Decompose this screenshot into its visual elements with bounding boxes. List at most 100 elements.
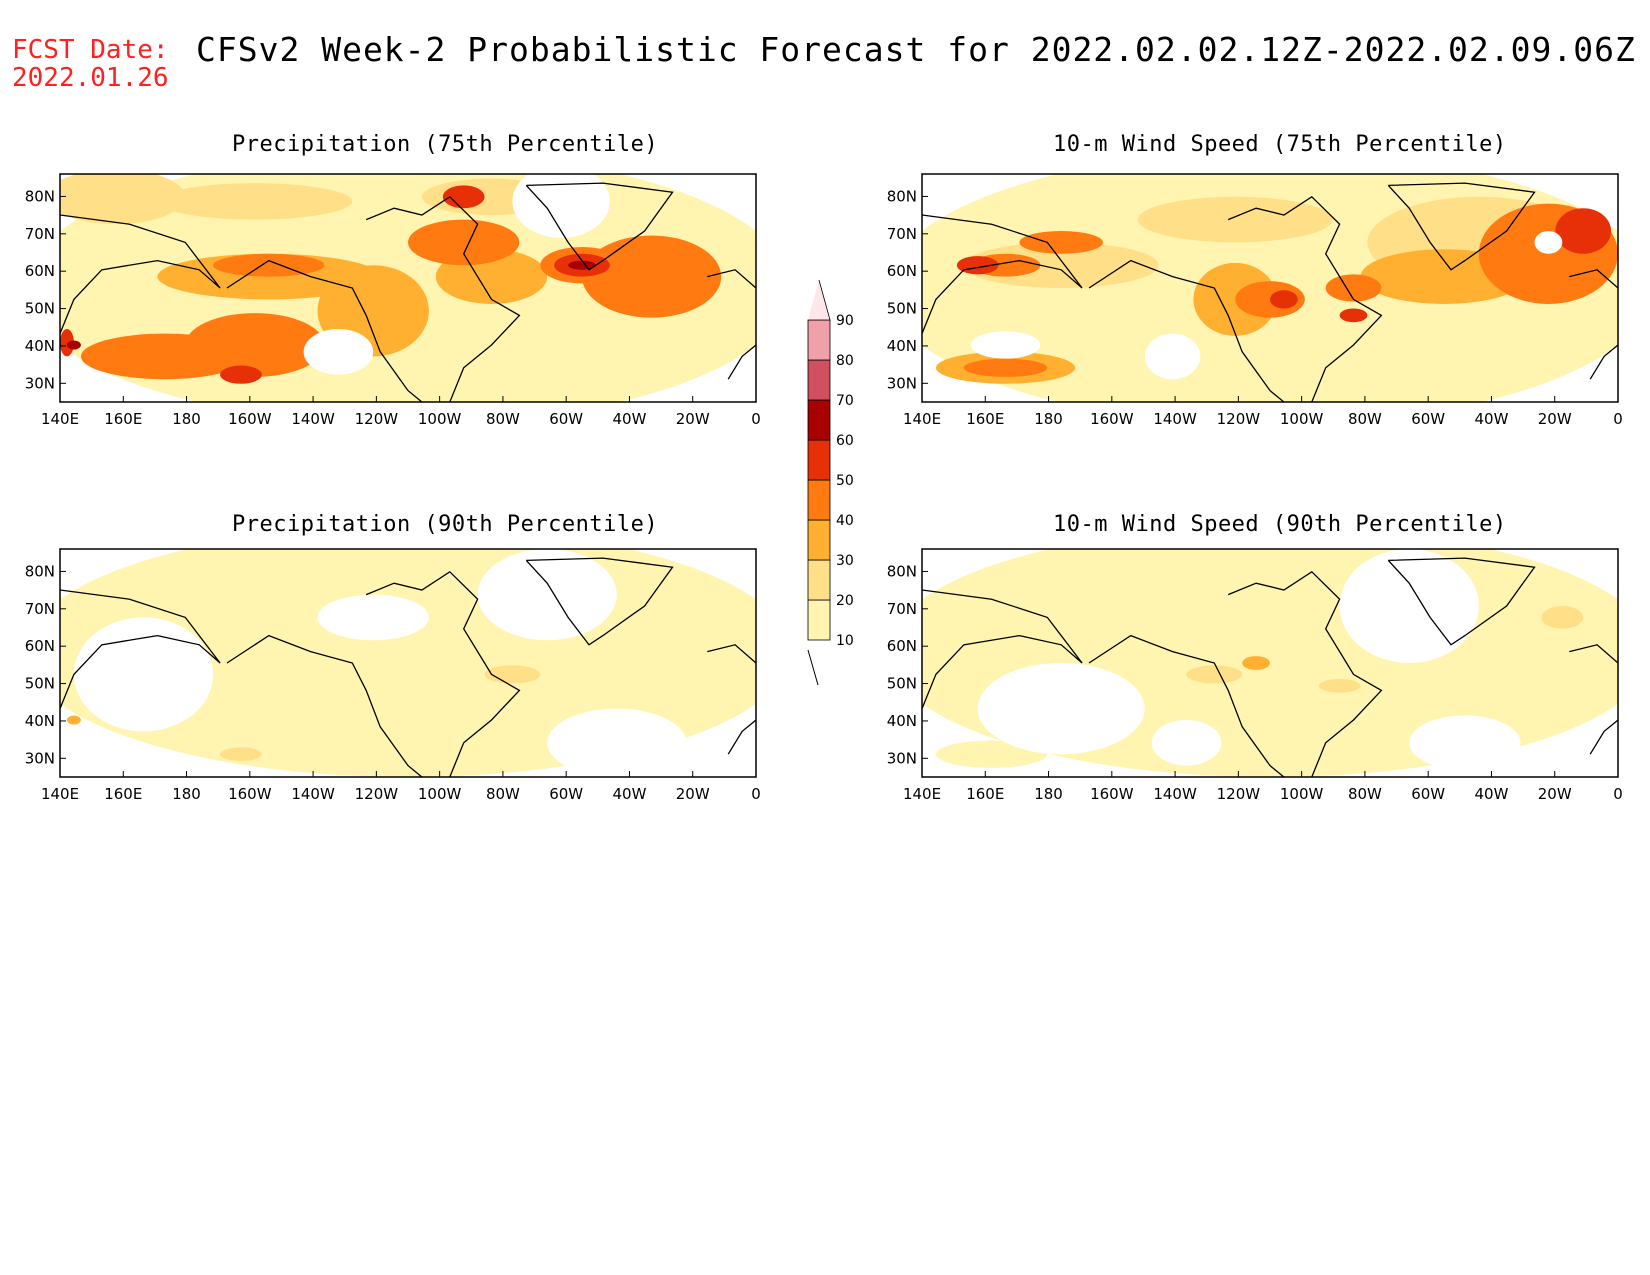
- probability-contour: [60, 174, 186, 225]
- lon-tick-label: 120W: [355, 410, 399, 428]
- lon-tick-label: 160E: [104, 785, 142, 803]
- coastline: [525, 182, 674, 271]
- lon-tick-label: 60W: [549, 785, 583, 803]
- colorbar-label: 30: [836, 553, 854, 569]
- low-probability-area: [73, 617, 214, 732]
- probability-contour: [1235, 281, 1305, 318]
- coastline: [226, 259, 423, 402]
- colorbar-segment: [808, 279, 831, 321]
- lon-tick-label: 160W: [1090, 785, 1134, 803]
- coastline: [60, 214, 221, 334]
- panel-title: 10-m Wind Speed (75th Percentile): [1053, 132, 1507, 157]
- coastline: [1088, 634, 1285, 777]
- map-frame: [921, 548, 1619, 778]
- coastline: [525, 557, 674, 646]
- panel-title: 10-m Wind Speed (90th Percentile): [1053, 512, 1507, 537]
- low-probability-area: [1339, 549, 1479, 663]
- lat-tick-label: 60N: [25, 262, 55, 280]
- probability-contour: [220, 365, 262, 384]
- probability-contour: [963, 242, 1159, 288]
- lon-tick-label: 80W: [486, 410, 520, 428]
- lon-tick-label: 40W: [612, 785, 646, 803]
- lon-tick-label: 20W: [1538, 785, 1572, 803]
- colorbar-segment: [807, 559, 831, 601]
- lon-tick-label: 60W: [1411, 785, 1445, 803]
- lon-tick-label: 140W: [1153, 785, 1197, 803]
- lon-tick-label: 180: [1034, 785, 1063, 803]
- coastline: [1387, 557, 1536, 646]
- coastline: [1569, 269, 1618, 289]
- coastline: [60, 589, 221, 709]
- lon-tick-label: 140W: [1153, 410, 1197, 428]
- coastline: [727, 719, 756, 755]
- lon-tick-label: 0: [751, 410, 761, 428]
- lon-tick-label: 0: [751, 785, 761, 803]
- probability-contour: [157, 183, 353, 220]
- probability-contour: [1019, 231, 1103, 254]
- probability-contour: [220, 747, 262, 762]
- lon-tick-label: 40W: [1474, 785, 1508, 803]
- lon-tick-label: 140E: [41, 410, 79, 428]
- lon-tick-label: 140W: [291, 410, 335, 428]
- colorbar-label: 60: [836, 433, 854, 449]
- lon-tick-label: 60W: [1411, 410, 1445, 428]
- lon-tick-label: 60W: [549, 410, 583, 428]
- panel-title: Precipitation (75th Percentile): [232, 132, 659, 157]
- probability-contour: [1137, 196, 1333, 243]
- colorbar-segment: [807, 399, 831, 441]
- probability-contour: [324, 713, 492, 750]
- lon-tick-label: 180: [1034, 410, 1063, 428]
- lat-tick-label: 70N: [25, 600, 55, 618]
- low-probability-area: [970, 331, 1041, 359]
- low-probability-area: [317, 594, 429, 641]
- colorbar-label: 20: [836, 593, 854, 609]
- colorbar-label: 80: [836, 353, 854, 369]
- map-frame: [59, 173, 757, 403]
- probability-contour: [66, 715, 81, 725]
- probability-contour: [1555, 208, 1612, 254]
- lat-tick-label: 70N: [887, 225, 917, 243]
- coastline: [365, 195, 521, 402]
- colorbar-label: 10: [836, 633, 854, 649]
- lon-tick-label: 160W: [1090, 410, 1134, 428]
- lat-tick-label: 80N: [887, 187, 917, 205]
- low-probability-area: [512, 174, 610, 238]
- lat-tick-label: 30N: [25, 374, 55, 392]
- probability-contour: [66, 340, 81, 350]
- lon-tick-label: 80W: [486, 785, 520, 803]
- fcst-date: FCST Date: 2022.01.26: [12, 36, 169, 92]
- colorbar-label: 90: [836, 313, 854, 329]
- probability-contour: [1186, 665, 1243, 684]
- lon-tick-label: 120W: [1217, 785, 1261, 803]
- lat-tick-label: 50N: [25, 675, 55, 693]
- lon-tick-label: 160E: [104, 410, 142, 428]
- lon-tick-label: 160W: [228, 410, 272, 428]
- coastline: [365, 570, 521, 777]
- coastline: [707, 644, 756, 664]
- lat-tick-label: 60N: [25, 637, 55, 655]
- coastline: [922, 589, 1083, 709]
- lat-tick-label: 30N: [25, 749, 55, 767]
- lon-tick-label: 140E: [41, 785, 79, 803]
- probability-contour: [1325, 274, 1382, 302]
- map-frame: [921, 173, 1619, 403]
- coastline: [922, 214, 1083, 334]
- probability-contour: [185, 313, 325, 377]
- lon-tick-label: 160E: [966, 410, 1004, 428]
- probability-contour: [1193, 262, 1277, 336]
- map-frame: [59, 548, 757, 778]
- lon-tick-label: 80W: [1348, 410, 1382, 428]
- coastline: [1387, 182, 1536, 271]
- lat-tick-label: 70N: [887, 600, 917, 618]
- lon-tick-label: 20W: [1538, 410, 1572, 428]
- lat-tick-label: 40N: [25, 712, 55, 730]
- low-probability-area: [477, 549, 617, 641]
- lon-tick-label: 0: [1613, 410, 1623, 428]
- coastline: [1227, 570, 1383, 777]
- probability-contour: [1270, 290, 1298, 309]
- low-probability-area: [1151, 720, 1222, 766]
- probability-contour: [60, 329, 74, 357]
